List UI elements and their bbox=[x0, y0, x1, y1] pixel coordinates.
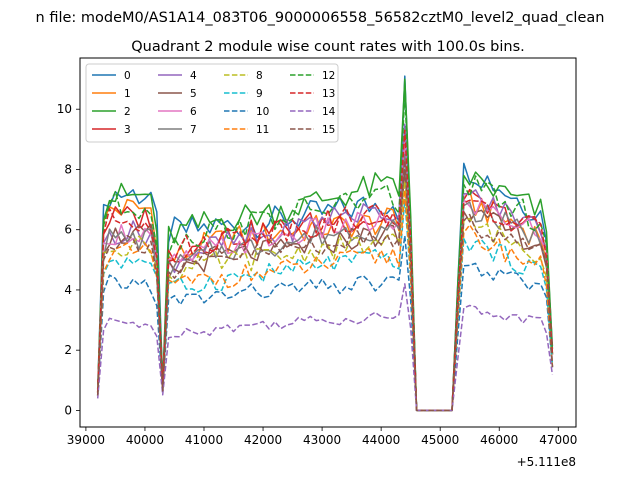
series-line-8 bbox=[96, 180, 554, 412]
suptitle: n file: modeM0/AS1A14_083T06_9000006558_… bbox=[36, 10, 605, 26]
y-tick-label: 10 bbox=[57, 102, 72, 116]
y-tick-label: 6 bbox=[64, 223, 72, 237]
legend-label-12: 12 bbox=[322, 70, 335, 82]
legend-label-8: 8 bbox=[256, 70, 263, 82]
y-axis: 0 2 4 6 8 10 bbox=[57, 102, 80, 417]
x-tick-label: 39000 bbox=[67, 433, 105, 447]
x-tick-label: 45000 bbox=[421, 433, 459, 447]
legend-label-5: 5 bbox=[190, 88, 197, 100]
legend-label-0: 0 bbox=[124, 70, 131, 82]
plot-frame bbox=[79, 57, 577, 428]
y-tick-label: 4 bbox=[64, 283, 72, 297]
y-tick-label: 0 bbox=[64, 403, 72, 417]
legend-label-4: 4 bbox=[190, 70, 197, 82]
x-tick-label: 44000 bbox=[362, 433, 400, 447]
legend-label-9: 9 bbox=[256, 88, 263, 100]
legend-label-11: 11 bbox=[256, 124, 269, 136]
series-line-13 bbox=[96, 129, 554, 412]
x-tick-label: 41000 bbox=[185, 433, 223, 447]
x-offset-label: +5.111e8 bbox=[517, 455, 576, 469]
legend-label-13: 13 bbox=[322, 88, 335, 100]
series-layer bbox=[96, 75, 554, 412]
legend-label-2: 2 bbox=[124, 106, 131, 118]
legend-label-14: 14 bbox=[322, 106, 336, 118]
series-line-10 bbox=[96, 234, 554, 412]
legend-label-15: 15 bbox=[322, 124, 335, 136]
x-tick-label: 47000 bbox=[539, 433, 577, 447]
series-line-7 bbox=[96, 153, 554, 412]
series-line-12 bbox=[96, 93, 554, 412]
x-tick-label: 43000 bbox=[303, 433, 341, 447]
legend-label-7: 7 bbox=[190, 124, 197, 136]
x-axis: 39000 40000 41000 42000 43000 44000 45000 46000… bbox=[67, 427, 577, 447]
legend-label-3: 3 bbox=[124, 124, 131, 136]
y-tick-label: 8 bbox=[64, 162, 72, 176]
series-line-9 bbox=[96, 198, 554, 412]
series-line-11 bbox=[96, 189, 554, 412]
series-line-14 bbox=[96, 283, 554, 412]
x-tick-label: 46000 bbox=[480, 433, 518, 447]
series-line-6 bbox=[96, 141, 554, 412]
series-line-0 bbox=[96, 75, 554, 412]
legend-label-1: 1 bbox=[124, 88, 131, 100]
chart-title: Quadrant 2 module wise count rates with … bbox=[131, 39, 525, 55]
series-line-15 bbox=[96, 159, 554, 412]
legend-frame bbox=[85, 63, 339, 143]
legend-label-6: 6 bbox=[190, 106, 197, 118]
y-tick-label: 2 bbox=[64, 343, 72, 357]
legend-label-10: 10 bbox=[256, 106, 269, 118]
x-tick-label: 40000 bbox=[126, 433, 164, 447]
x-tick-label: 42000 bbox=[244, 433, 282, 447]
